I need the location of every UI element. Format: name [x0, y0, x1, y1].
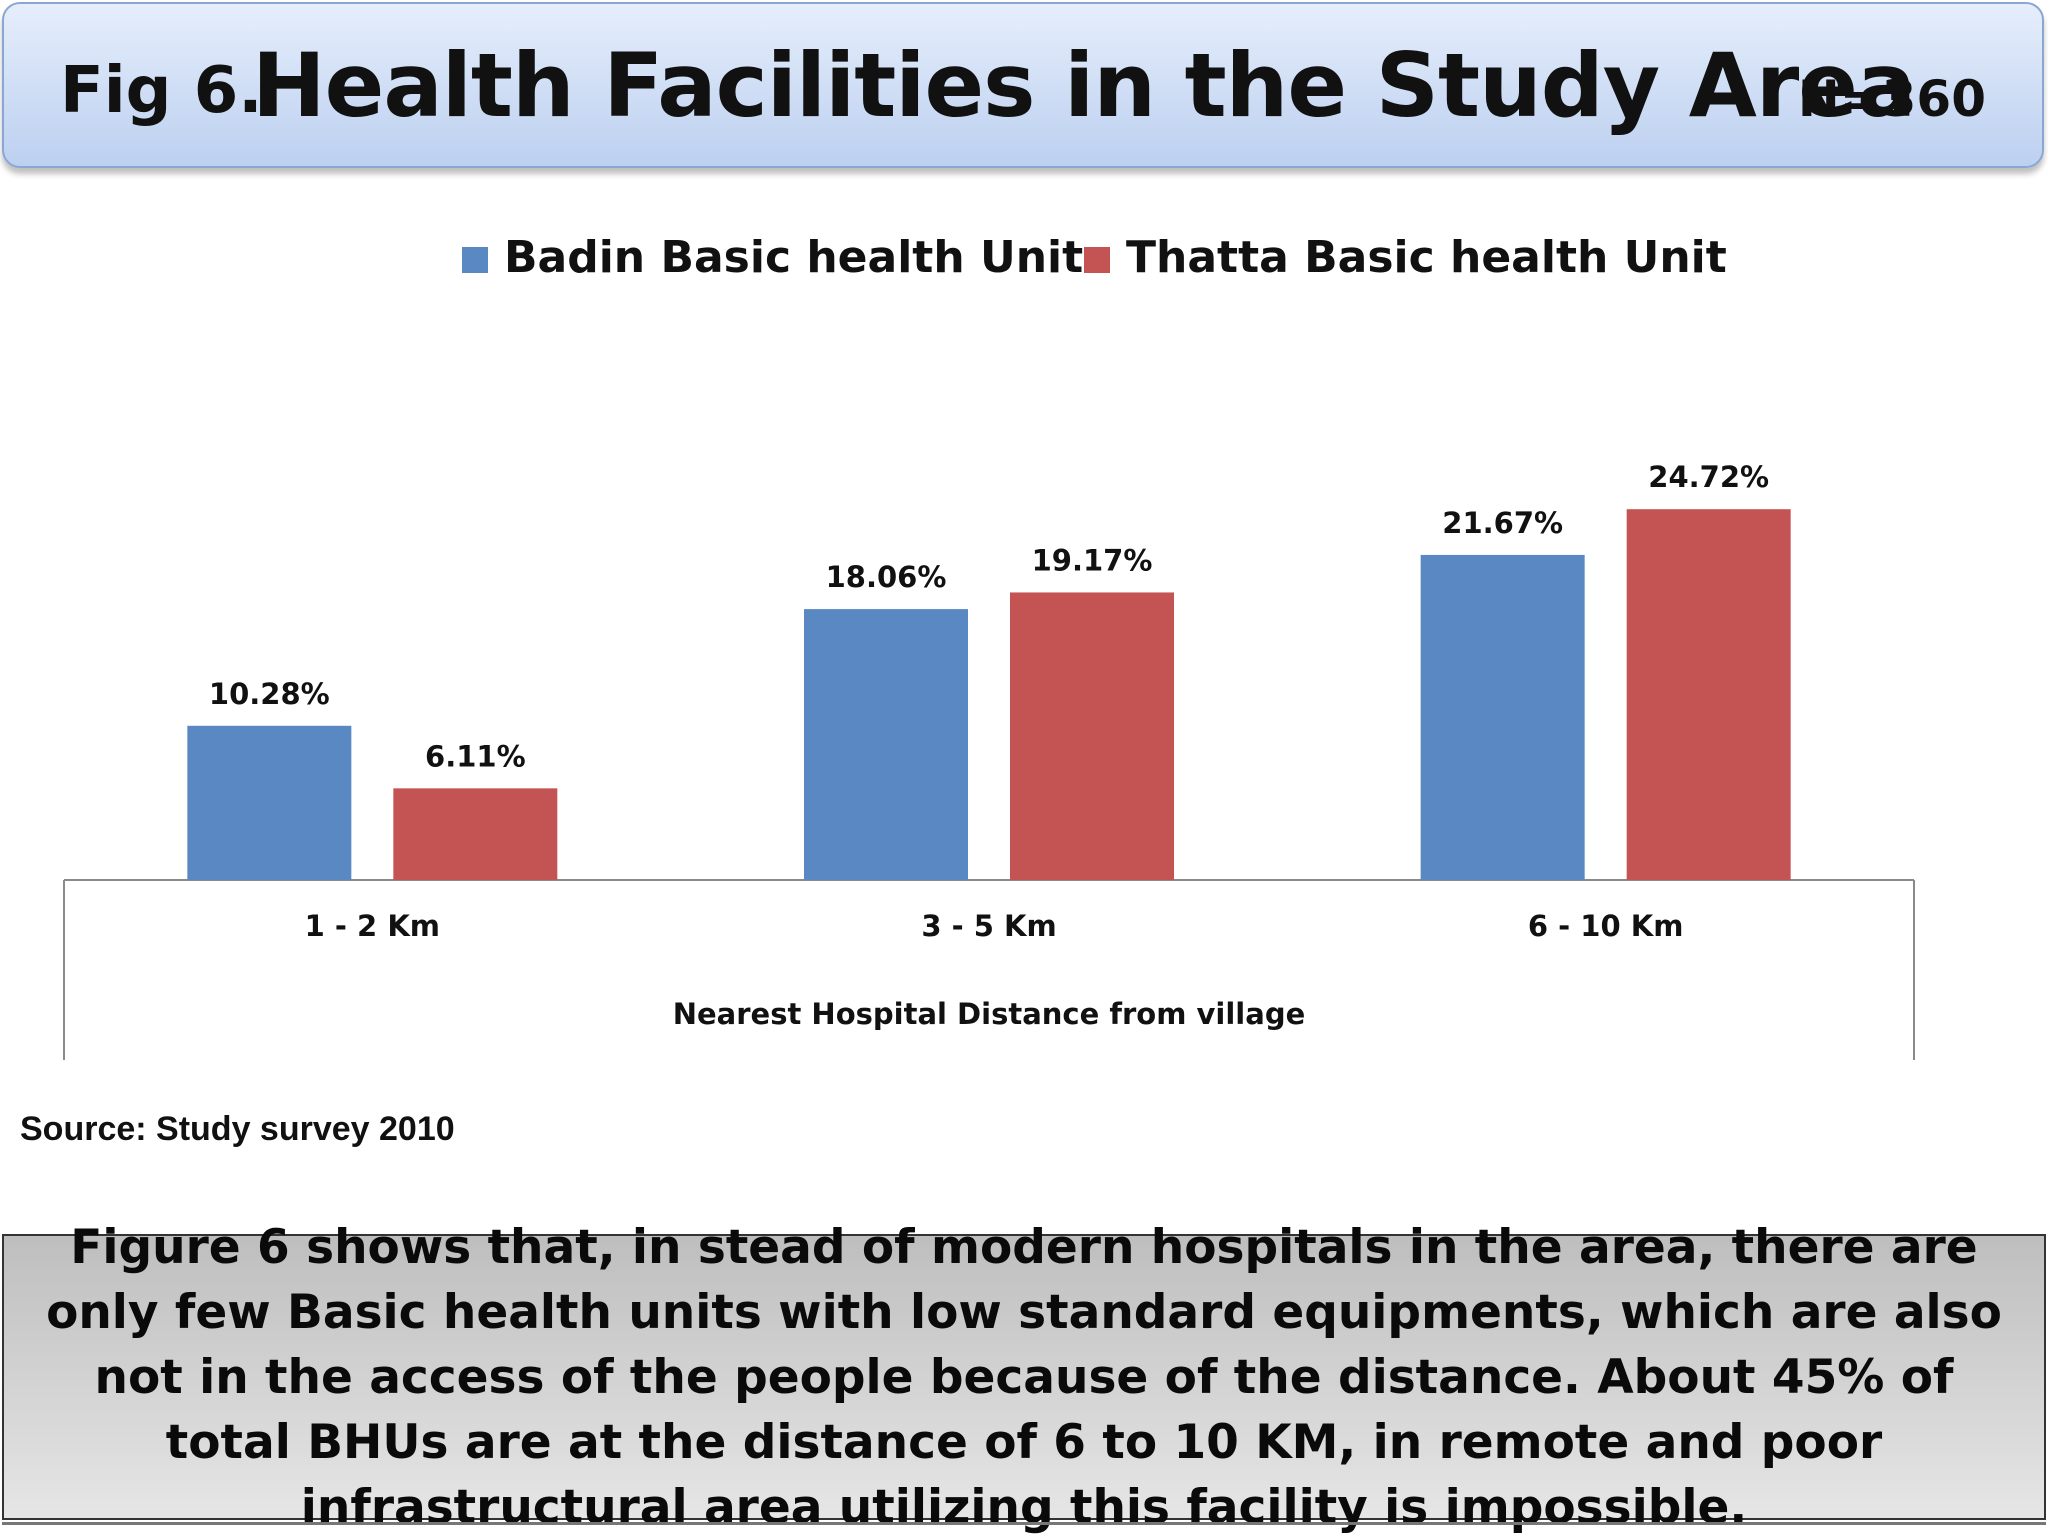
source-note: Source: Study survey 2010	[20, 1110, 455, 1148]
x-tick-label-3: 6 - 10 Km	[1528, 909, 1684, 943]
data-label-2-3: 24.72%	[1648, 460, 1769, 494]
legend-label-1: Badin Basic health Unit	[504, 232, 1083, 283]
caption-text: Figure 6 shows that, in stead of modern …	[46, 1219, 2002, 1535]
bottom-divider	[2, 1522, 2046, 1525]
bar-1-3	[1420, 554, 1585, 880]
bar-2-2	[1010, 592, 1174, 880]
data-label-2-1: 6.11%	[425, 739, 526, 773]
sample-size-label: N=360	[1797, 70, 1986, 128]
data-label-1-2: 18.06%	[826, 560, 947, 594]
bar-1-2	[804, 609, 968, 880]
chart-title: Health Facilities in the Study Area	[252, 34, 1916, 137]
data-label-2-2: 19.17%	[1032, 543, 1153, 577]
data-label-1-3: 21.67%	[1442, 506, 1563, 540]
legend-swatch-1	[462, 247, 488, 273]
bar-2-3	[1626, 509, 1791, 880]
bar-2-1	[393, 788, 558, 880]
x-axis-title: Nearest Hospital Distance from village	[673, 997, 1306, 1031]
caption-box: Figure 6 shows that, in stead of modern …	[2, 1220, 2046, 1535]
figure-number: Fig 6.	[60, 54, 263, 128]
title-banner: Fig 6. Health Facilities in the Study Ar…	[2, 2, 2044, 168]
bar-chart: Badin Basic health Unit Thatta Basic heal…	[63, 232, 1915, 1060]
bar-1-1	[187, 725, 352, 880]
legend-label-2: Thatta Basic health Unit	[1126, 232, 1727, 283]
legend-swatch-2	[1084, 247, 1110, 273]
x-tick-label-1: 1 - 2 Km	[305, 909, 440, 943]
data-label-1-1: 10.28%	[209, 677, 330, 711]
x-tick-label-2: 3 - 5 Km	[921, 909, 1056, 943]
